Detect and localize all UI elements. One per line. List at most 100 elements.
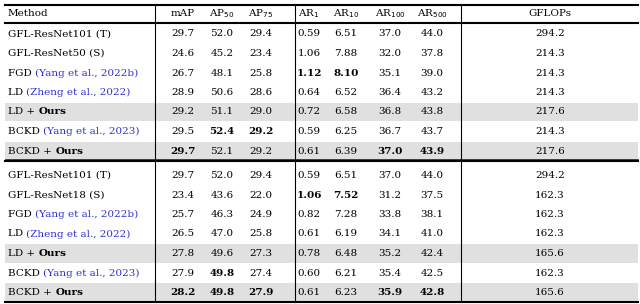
Text: 0.61: 0.61 xyxy=(298,230,321,239)
Text: 1.12: 1.12 xyxy=(296,68,322,78)
Text: 0.82: 0.82 xyxy=(298,210,321,219)
Text: mAP: mAP xyxy=(171,9,195,19)
Text: FGD: FGD xyxy=(8,68,35,78)
Text: 294.2: 294.2 xyxy=(535,29,565,39)
Text: 25.8: 25.8 xyxy=(250,68,273,78)
Text: BCKD: BCKD xyxy=(8,268,43,278)
Text: 6.51: 6.51 xyxy=(335,29,358,39)
Text: 0.64: 0.64 xyxy=(298,88,321,97)
Text: 28.6: 28.6 xyxy=(250,88,273,97)
Text: 52.1: 52.1 xyxy=(211,147,234,156)
Text: AR$_{100}$: AR$_{100}$ xyxy=(374,8,405,20)
Text: 23.4: 23.4 xyxy=(250,49,273,58)
Text: BCKD: BCKD xyxy=(8,268,43,278)
Text: AR$_{500}$: AR$_{500}$ xyxy=(417,8,447,20)
Text: 47.0: 47.0 xyxy=(211,230,234,239)
Text: 27.4: 27.4 xyxy=(250,268,273,278)
Text: 46.3: 46.3 xyxy=(211,210,234,219)
Text: 25.7: 25.7 xyxy=(172,210,195,219)
Text: 162.3: 162.3 xyxy=(535,230,565,239)
Text: 6.48: 6.48 xyxy=(335,249,358,258)
Text: 43.9: 43.9 xyxy=(419,147,445,156)
Text: 44.0: 44.0 xyxy=(420,171,444,180)
Text: LD +: LD + xyxy=(8,108,38,116)
Text: 42.8: 42.8 xyxy=(419,288,445,297)
Text: 51.1: 51.1 xyxy=(211,108,234,116)
Text: 43.2: 43.2 xyxy=(420,88,444,97)
Text: LD: LD xyxy=(8,230,26,239)
Text: 22.0: 22.0 xyxy=(250,191,273,199)
Text: 37.0: 37.0 xyxy=(378,171,401,180)
Text: 217.6: 217.6 xyxy=(535,147,565,156)
Text: 52.0: 52.0 xyxy=(211,29,234,39)
Bar xyxy=(5,142,638,160)
Text: Method: Method xyxy=(8,9,49,19)
Text: 35.1: 35.1 xyxy=(378,68,401,78)
Text: AR$_{10}$: AR$_{10}$ xyxy=(333,8,359,20)
Text: 8.10: 8.10 xyxy=(333,68,358,78)
Text: 165.6: 165.6 xyxy=(535,288,565,297)
Text: 50.6: 50.6 xyxy=(211,88,234,97)
Text: 35.4: 35.4 xyxy=(378,268,401,278)
Text: 43.6: 43.6 xyxy=(211,191,234,199)
Text: 27.8: 27.8 xyxy=(172,249,195,258)
Text: 43.7: 43.7 xyxy=(420,127,444,136)
Text: 52.4: 52.4 xyxy=(209,127,235,136)
Text: 6.58: 6.58 xyxy=(335,108,358,116)
Text: 0.78: 0.78 xyxy=(298,249,321,258)
Text: 48.1: 48.1 xyxy=(211,68,234,78)
Text: FGD: FGD xyxy=(8,210,35,219)
Text: 26.5: 26.5 xyxy=(172,230,195,239)
Text: FGD: FGD xyxy=(8,68,35,78)
Text: BCKD +: BCKD + xyxy=(8,147,55,156)
Text: 162.3: 162.3 xyxy=(535,191,565,199)
Text: 38.1: 38.1 xyxy=(420,210,444,219)
Text: LD +: LD + xyxy=(8,249,38,258)
Text: 29.7: 29.7 xyxy=(170,147,196,156)
Text: 162.3: 162.3 xyxy=(535,268,565,278)
Text: 0.59: 0.59 xyxy=(298,29,321,39)
Text: 0.60: 0.60 xyxy=(298,268,321,278)
Text: 0.61: 0.61 xyxy=(298,147,321,156)
Text: GFL-ResNet101 (T): GFL-ResNet101 (T) xyxy=(8,171,111,180)
Text: (Zheng et al., 2022): (Zheng et al., 2022) xyxy=(26,88,131,97)
Text: 52.0: 52.0 xyxy=(211,171,234,180)
Text: (Yang et al., 2023): (Yang et al., 2023) xyxy=(43,268,140,278)
Text: AP$_{75}$: AP$_{75}$ xyxy=(248,8,273,20)
Text: 0.61: 0.61 xyxy=(298,288,321,297)
Text: 7.88: 7.88 xyxy=(335,49,358,58)
Text: GFL-ResNet101 (T): GFL-ResNet101 (T) xyxy=(8,29,111,39)
Text: 217.6: 217.6 xyxy=(535,108,565,116)
Text: (Yang et al., 2022b): (Yang et al., 2022b) xyxy=(35,68,138,78)
Text: 37.0: 37.0 xyxy=(378,29,401,39)
Text: 24.9: 24.9 xyxy=(250,210,273,219)
Text: GFL-ResNet18 (S): GFL-ResNet18 (S) xyxy=(8,191,104,199)
Text: 6.52: 6.52 xyxy=(335,88,358,97)
Text: 31.2: 31.2 xyxy=(378,191,401,199)
Text: 29.2: 29.2 xyxy=(248,127,274,136)
Text: (Yang et al., 2022b): (Yang et al., 2022b) xyxy=(35,210,138,219)
Text: 42.4: 42.4 xyxy=(420,249,444,258)
Text: 32.0: 32.0 xyxy=(378,49,401,58)
Text: 36.8: 36.8 xyxy=(378,108,401,116)
Text: BCKD: BCKD xyxy=(8,127,43,136)
Text: 29.4: 29.4 xyxy=(250,171,273,180)
Text: 28.9: 28.9 xyxy=(172,88,195,97)
Text: 0.72: 0.72 xyxy=(298,108,321,116)
Text: 7.52: 7.52 xyxy=(333,191,358,199)
Text: 29.2: 29.2 xyxy=(250,147,273,156)
Text: 214.3: 214.3 xyxy=(535,49,565,58)
Text: (Yang et al., 2023): (Yang et al., 2023) xyxy=(43,127,140,136)
Text: 41.0: 41.0 xyxy=(420,230,444,239)
Text: AP$_{50}$: AP$_{50}$ xyxy=(209,8,235,20)
Text: 29.5: 29.5 xyxy=(172,127,195,136)
Text: FGD: FGD xyxy=(8,210,35,219)
Text: 6.21: 6.21 xyxy=(335,268,358,278)
Text: 27.9: 27.9 xyxy=(172,268,195,278)
Text: 165.6: 165.6 xyxy=(535,249,565,258)
Text: 6.39: 6.39 xyxy=(335,147,358,156)
Text: 0.59: 0.59 xyxy=(298,127,321,136)
Text: 162.3: 162.3 xyxy=(535,210,565,219)
Text: GFL-ResNet50 (S): GFL-ResNet50 (S) xyxy=(8,49,104,58)
Text: 43.8: 43.8 xyxy=(420,108,444,116)
